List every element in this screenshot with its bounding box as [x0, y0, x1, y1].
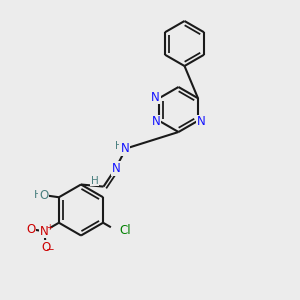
- Text: O: O: [26, 223, 35, 236]
- Text: Cl: Cl: [120, 224, 131, 237]
- Text: −: −: [46, 245, 54, 255]
- Text: N: N: [120, 142, 129, 155]
- Text: O: O: [39, 189, 49, 202]
- Text: +: +: [46, 223, 52, 232]
- Text: N: N: [197, 116, 206, 128]
- Text: H: H: [91, 176, 98, 186]
- Text: H: H: [34, 190, 42, 200]
- Text: N: N: [112, 162, 121, 175]
- Text: O: O: [41, 241, 50, 254]
- Text: N: N: [151, 91, 160, 103]
- Text: N: N: [40, 224, 49, 238]
- Text: N: N: [152, 116, 160, 128]
- Text: H: H: [115, 141, 122, 151]
